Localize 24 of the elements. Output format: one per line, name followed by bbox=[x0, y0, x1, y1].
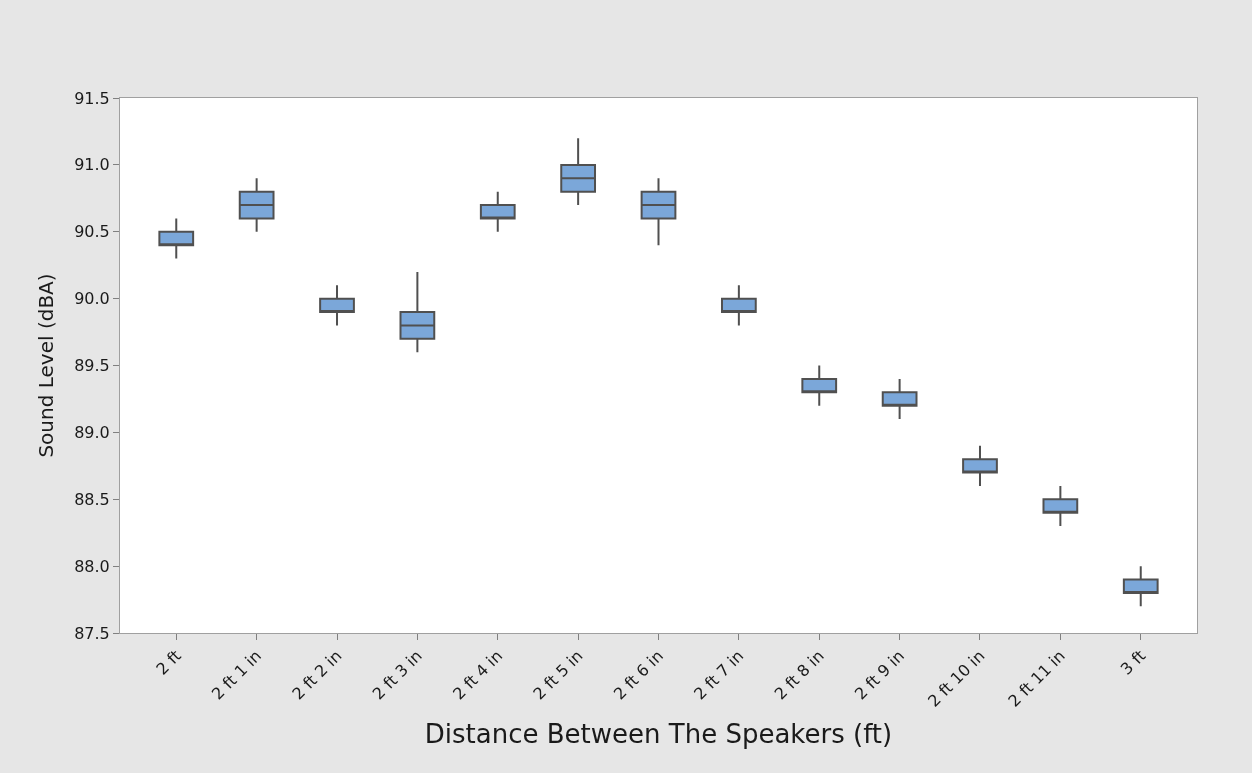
x-tick-label: 2 ft bbox=[152, 646, 185, 679]
x-tick-label: 2 ft 5 in bbox=[529, 646, 587, 704]
x-axis-title: Distance Between The Speakers (ft) bbox=[424, 719, 893, 750]
y-tick-label: 90.5 bbox=[74, 222, 110, 242]
y-tick-label: 89.5 bbox=[74, 356, 110, 376]
y-tick-label: 91.0 bbox=[74, 155, 110, 175]
y-tick-label: 91.5 bbox=[74, 88, 110, 108]
y-tick-label: 88.0 bbox=[74, 556, 110, 576]
x-tick-label: 2 ft 6 in bbox=[609, 646, 667, 704]
y-axis-title: Sound Level (dBA) bbox=[33, 273, 58, 458]
x-tick-label: 2 ft 9 in bbox=[850, 646, 909, 704]
x-tick-label: 2 ft 3 in bbox=[368, 646, 426, 704]
x-tick-label: 2 ft 2 in bbox=[288, 646, 346, 704]
y-tick-label: 90.0 bbox=[74, 289, 110, 309]
x-tick-label: 3 ft bbox=[1116, 646, 1150, 679]
x-tick-label: 2 ft 7 in bbox=[690, 646, 748, 704]
y-tick-label: 89.0 bbox=[74, 422, 110, 442]
x-tick-label: 2 ft 10 in bbox=[924, 646, 989, 711]
y-tick-label: 88.5 bbox=[74, 489, 110, 509]
x-tick-label: 2 ft 11 in bbox=[1004, 646, 1069, 711]
x-tick-label: 2 ft 8 in bbox=[770, 646, 828, 704]
x-tick-label: 2 ft 4 in bbox=[449, 646, 507, 704]
x-tick-label: 2 ft 1 in bbox=[207, 646, 266, 704]
y-tick-label: 87.5 bbox=[74, 623, 110, 643]
